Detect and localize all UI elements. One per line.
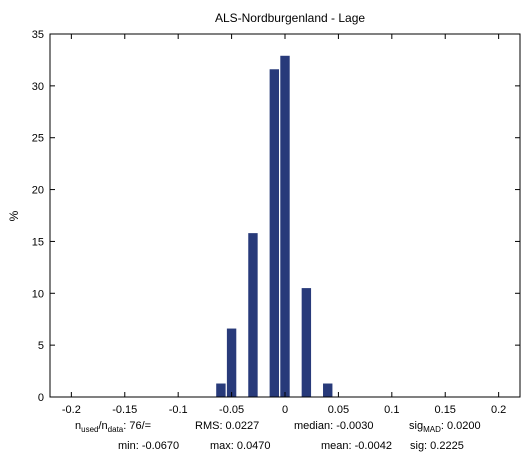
bars-layer <box>216 55 333 398</box>
n-used-sub: used <box>81 425 98 434</box>
x-tick-label: 0.1 <box>384 404 399 416</box>
x-tick-label: 0.2 <box>491 404 506 416</box>
y-tick-label: 10 <box>32 288 44 300</box>
y-tick-label: 0 <box>38 392 44 404</box>
y-tick-label: 30 <box>32 81 44 93</box>
sig-label: sig <box>409 420 423 432</box>
axes-layer: -0.2 -0.15 -0.1 -0.05 0 0.05 0.1 0.15 0.2 0 5 10 15 2… <box>32 29 521 416</box>
y-tick-label: 5 <box>38 340 44 352</box>
n-label-prefix: n <box>75 420 81 432</box>
histogram-bar <box>269 69 280 398</box>
y-tick-label: 25 <box>32 133 44 145</box>
n-value: : 76/= <box>123 420 151 432</box>
y-tick-label: 35 <box>32 29 44 41</box>
x-tick-label: -0.2 <box>62 404 81 416</box>
x-tick-label: -0.05 <box>219 404 244 416</box>
y-tick-label: 15 <box>32 236 44 248</box>
histogram-bar <box>280 55 290 397</box>
y-axis-label: % <box>7 210 21 221</box>
histogram-bar <box>226 328 237 397</box>
histogram-bar <box>216 383 226 397</box>
x-tick-label: -0.15 <box>112 404 137 416</box>
sig-value: : 0.0200 <box>441 420 481 432</box>
statistics-text: nused/ndata: 76/= RMS: 0.0227 median: -0… <box>75 420 481 452</box>
stats-max: max: 0.0470 <box>210 440 271 452</box>
n-slash: /n <box>98 420 107 432</box>
stats-sig-mad: sigMAD: 0.0200 <box>409 420 481 434</box>
x-tick-label: 0.05 <box>328 404 349 416</box>
stats-mean: mean: -0.0042 <box>321 440 392 452</box>
stats-median: median: -0.0030 <box>294 420 374 432</box>
x-tick-label: 0.15 <box>435 404 456 416</box>
histogram-bar <box>301 288 312 397</box>
stats-min: min: -0.0670 <box>118 440 179 452</box>
histogram-bar <box>323 383 333 397</box>
y-tick-label: 20 <box>32 185 44 197</box>
stats-line-1: nused/ndata: 76/= <box>75 420 151 434</box>
stats-rms: RMS: 0.0227 <box>195 420 259 432</box>
chart-title: ALS-Nordburgenland - Lage <box>215 11 365 25</box>
histogram-bar <box>248 233 258 397</box>
x-tick-label: -0.1 <box>169 404 188 416</box>
n-data-sub: data <box>108 425 124 434</box>
sig-sub: MAD <box>423 425 441 434</box>
x-tick-label: 0 <box>282 404 288 416</box>
stats-sig: sig: 0.2225 <box>410 440 464 452</box>
